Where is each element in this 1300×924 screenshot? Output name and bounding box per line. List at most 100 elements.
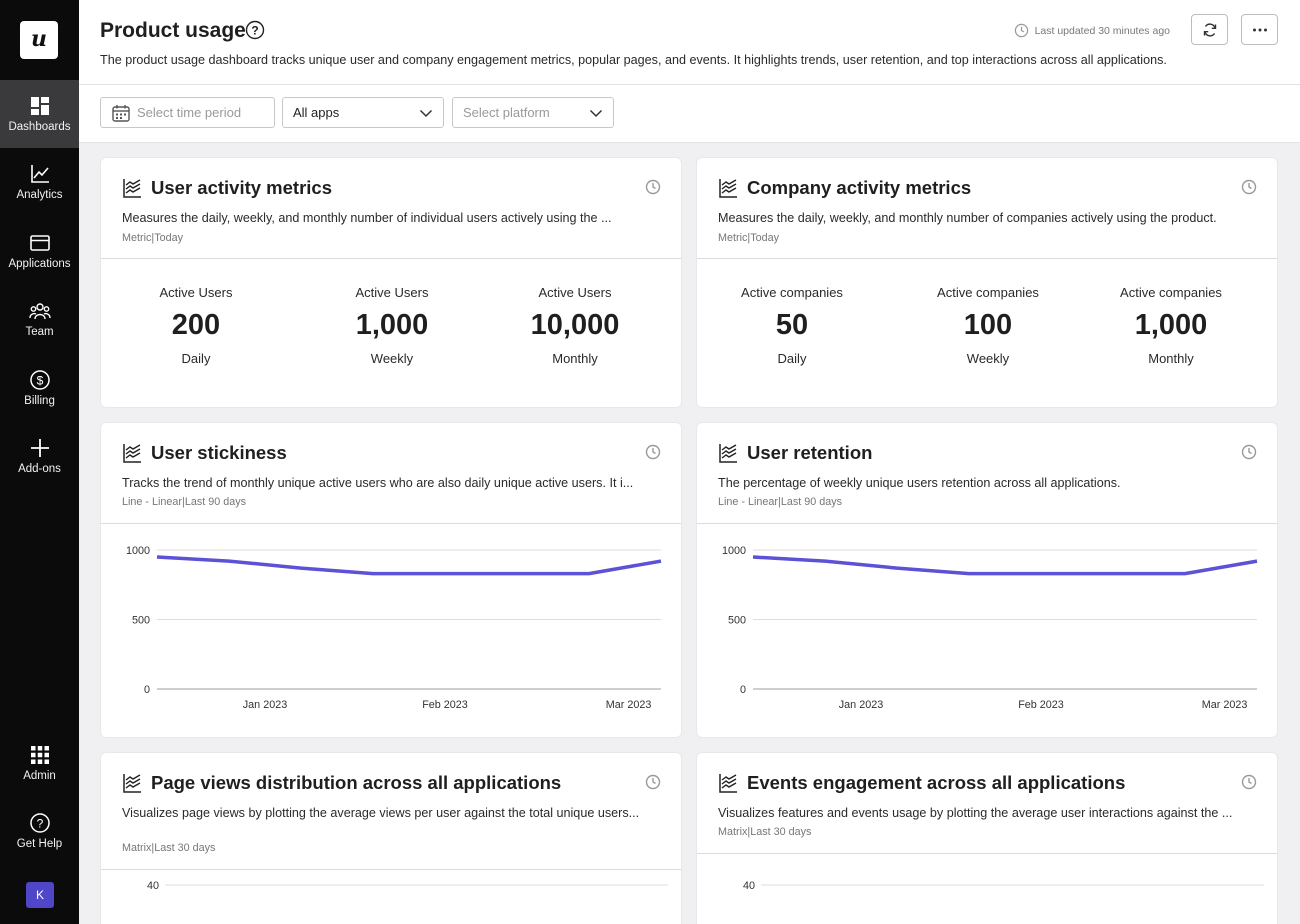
metric-value: 1,000 — [1134, 309, 1208, 341]
sidebar-item-team[interactable]: Team — [0, 285, 79, 353]
svg-text:$: $ — [36, 374, 43, 388]
card-description: Measures the daily, weekly, and monthly … — [122, 211, 612, 225]
stickiness-line-chart: 1000 500 0 Jan 2023 Feb 2023 Mar 2023 — [126, 545, 662, 711]
billing-icon: $ — [29, 370, 50, 390]
clock-icon[interactable] — [645, 444, 661, 460]
card-header: User stickiness Tracks the trend of mont… — [101, 423, 681, 524]
metric-period: Monthly — [1148, 351, 1194, 366]
card-title: Events engagement across all application… — [747, 772, 1126, 793]
card-title: User stickiness — [151, 442, 287, 463]
sidebar-item-label: Billing — [24, 395, 55, 407]
metric-value: 1,000 — [355, 309, 429, 341]
page-description: The product usage dashboard tracks uniqu… — [100, 53, 1167, 67]
y-tick-label: 0 — [740, 684, 746, 696]
metric-label: Active Users — [355, 285, 429, 300]
applications-icon — [29, 235, 50, 251]
card-description: Measures the daily, weekly, and monthly … — [718, 211, 1217, 225]
time-period-placeholder: Select time period — [137, 105, 242, 120]
metric-label: Active companies — [937, 285, 1039, 300]
sidebar-item-dashboards[interactable]: Dashboards — [0, 80, 79, 148]
x-tick-label: Feb 2023 — [422, 699, 468, 711]
chart-lines-icon — [719, 179, 737, 198]
y-tick-label: 1000 — [126, 545, 150, 557]
team-icon — [28, 303, 51, 320]
sidebar-item-label: Analytics — [16, 189, 63, 201]
metric-period: Daily — [777, 351, 807, 366]
card-header: Company activity metrics Measures the da… — [697, 158, 1277, 259]
clock-icon[interactable] — [1241, 179, 1257, 195]
y-tick-label: 1000 — [722, 545, 746, 557]
card-meta: Line - Linear|Last 90 days — [122, 496, 247, 508]
chart-lines-icon — [719, 444, 737, 463]
user-avatar[interactable]: K — [26, 882, 54, 908]
y-tick-label: 500 — [728, 615, 746, 627]
sidebar-item-label: Admin — [23, 770, 56, 782]
help-icon[interactable]: ? — [245, 20, 265, 40]
platform-select[interactable]: Select platform — [452, 97, 614, 128]
time-period-select[interactable]: Select time period — [100, 97, 275, 128]
retention-line-chart: 1000 500 0 Jan 2023 Feb 2023 Mar 2023 — [722, 545, 1258, 711]
metric-label: Active Users — [538, 285, 612, 300]
y-tick-label: 40 — [743, 880, 755, 892]
page-header: Product usage ? The product usage dashbo… — [79, 0, 1300, 85]
series-line[interactable] — [156, 555, 662, 576]
apps-select[interactable]: All apps — [282, 97, 444, 128]
grid-icon — [30, 746, 49, 764]
x-tick-label: Feb 2023 — [1018, 699, 1064, 711]
card-description: The percentage of weekly unique users re… — [718, 476, 1121, 490]
sidebar-item-label: Applications — [8, 258, 71, 270]
calendar-icon — [112, 104, 130, 122]
sidebar-item-applications[interactable]: Applications — [0, 217, 79, 285]
card-title: User activity metrics — [151, 177, 332, 198]
metric-period: Daily — [181, 351, 211, 366]
last-updated-text: Last updated 30 minutes ago — [1034, 24, 1170, 37]
sidebar-item-add-ons[interactable]: Add-ons — [0, 422, 79, 490]
card-description: Visualizes page views by plotting the av… — [122, 806, 640, 820]
dashboard-icon — [30, 97, 49, 115]
metric-weekly: Active companies 100 Weekly — [903, 285, 1073, 366]
more-horizontal-icon — [1252, 28, 1267, 31]
refresh-button[interactable] — [1191, 14, 1228, 45]
x-tick-label: Mar 2023 — [606, 699, 652, 711]
metric-monthly: Active Users 10,000 Monthly — [490, 285, 660, 366]
more-options-button[interactable] — [1241, 14, 1278, 45]
x-tick-label: Jan 2023 — [839, 699, 883, 711]
help-circle-icon: ? — [29, 813, 50, 833]
metric-value: 10,000 — [530, 309, 620, 341]
card-title: Page views distribution across all appli… — [151, 772, 562, 793]
clock-icon[interactable] — [645, 774, 661, 790]
card-meta: Line - Linear|Last 90 days — [718, 496, 843, 508]
metric-period: Weekly — [370, 351, 414, 366]
svg-text:?: ? — [251, 23, 258, 37]
refresh-icon — [1203, 22, 1216, 37]
sidebar-item-admin[interactable]: Admin — [0, 729, 79, 797]
clock-icon — [1014, 23, 1028, 38]
metric-daily: Active companies 50 Daily — [707, 285, 877, 366]
page-title: Product usage — [100, 19, 246, 42]
metric-label: Active companies — [741, 285, 843, 300]
chart-lines-icon — [719, 774, 737, 793]
sidebar-item-get-help[interactable]: ? Get Help — [0, 797, 79, 865]
card-header: Events engagement across all application… — [697, 753, 1277, 854]
sidebar-item-label: Team — [25, 326, 54, 338]
clock-icon[interactable] — [1241, 444, 1257, 460]
plus-icon — [30, 439, 49, 457]
apps-select-value: All apps — [293, 105, 340, 120]
sidebar-item-billing[interactable]: $ Billing — [0, 354, 79, 422]
user-stickiness-card: User stickiness Tracks the trend of mont… — [100, 422, 682, 738]
page-views-matrix-chart: 40 — [147, 880, 668, 892]
clock-icon[interactable] — [1241, 774, 1257, 790]
series-line[interactable] — [752, 555, 1258, 576]
app-logo[interactable]: u — [20, 21, 58, 59]
card-description: Tracks the trend of monthly unique activ… — [122, 476, 634, 490]
page-views-card: Page views distribution across all appli… — [100, 752, 682, 924]
sidebar-item-analytics[interactable]: Analytics — [0, 148, 79, 216]
y-tick-label: 40 — [147, 880, 159, 892]
card-header: User activity metrics Measures the daily… — [101, 158, 681, 259]
filter-bar: Select time period All apps Select platf… — [79, 85, 1300, 143]
chevron-down-icon — [419, 109, 433, 118]
clock-icon[interactable] — [645, 179, 661, 195]
card-description: Visualizes features and events usage by … — [718, 806, 1233, 820]
x-tick-label: Jan 2023 — [243, 699, 287, 711]
chart-lines-icon — [123, 774, 141, 793]
